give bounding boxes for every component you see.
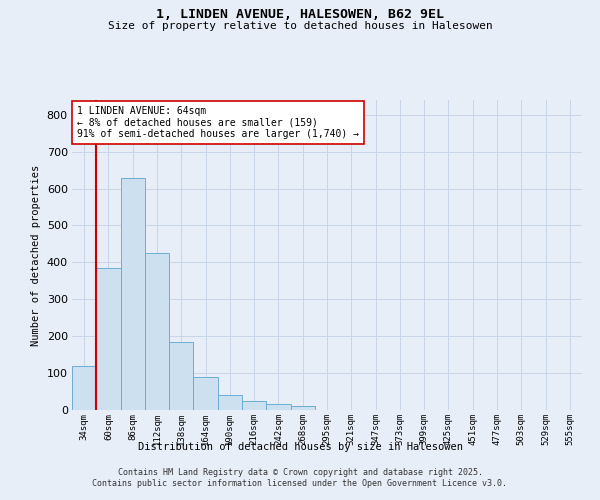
Bar (242, 401, 266, 410)
Bar (145, 253, 169, 410)
Bar (193, 377, 218, 410)
Y-axis label: Number of detached properties: Number of detached properties (31, 164, 41, 346)
Bar (96, 268, 121, 410)
Text: 1, LINDEN AVENUE, HALESOWEN, B62 9EL: 1, LINDEN AVENUE, HALESOWEN, B62 9EL (156, 8, 444, 20)
Text: Distribution of detached houses by size in Halesowen: Distribution of detached houses by size … (137, 442, 463, 452)
Bar (169, 342, 193, 410)
Text: Contains HM Land Registry data © Crown copyright and database right 2025.
Contai: Contains HM Land Registry data © Crown c… (92, 468, 508, 487)
Bar (290, 406, 315, 410)
Text: Size of property relative to detached houses in Halesowen: Size of property relative to detached ho… (107, 21, 493, 31)
Bar (72, 366, 96, 410)
Bar (266, 404, 290, 410)
Text: 1 LINDEN AVENUE: 64sqm
← 8% of detached houses are smaller (159)
91% of semi-det: 1 LINDEN AVENUE: 64sqm ← 8% of detached … (77, 106, 359, 140)
Bar (121, 178, 145, 410)
Bar (218, 394, 242, 410)
